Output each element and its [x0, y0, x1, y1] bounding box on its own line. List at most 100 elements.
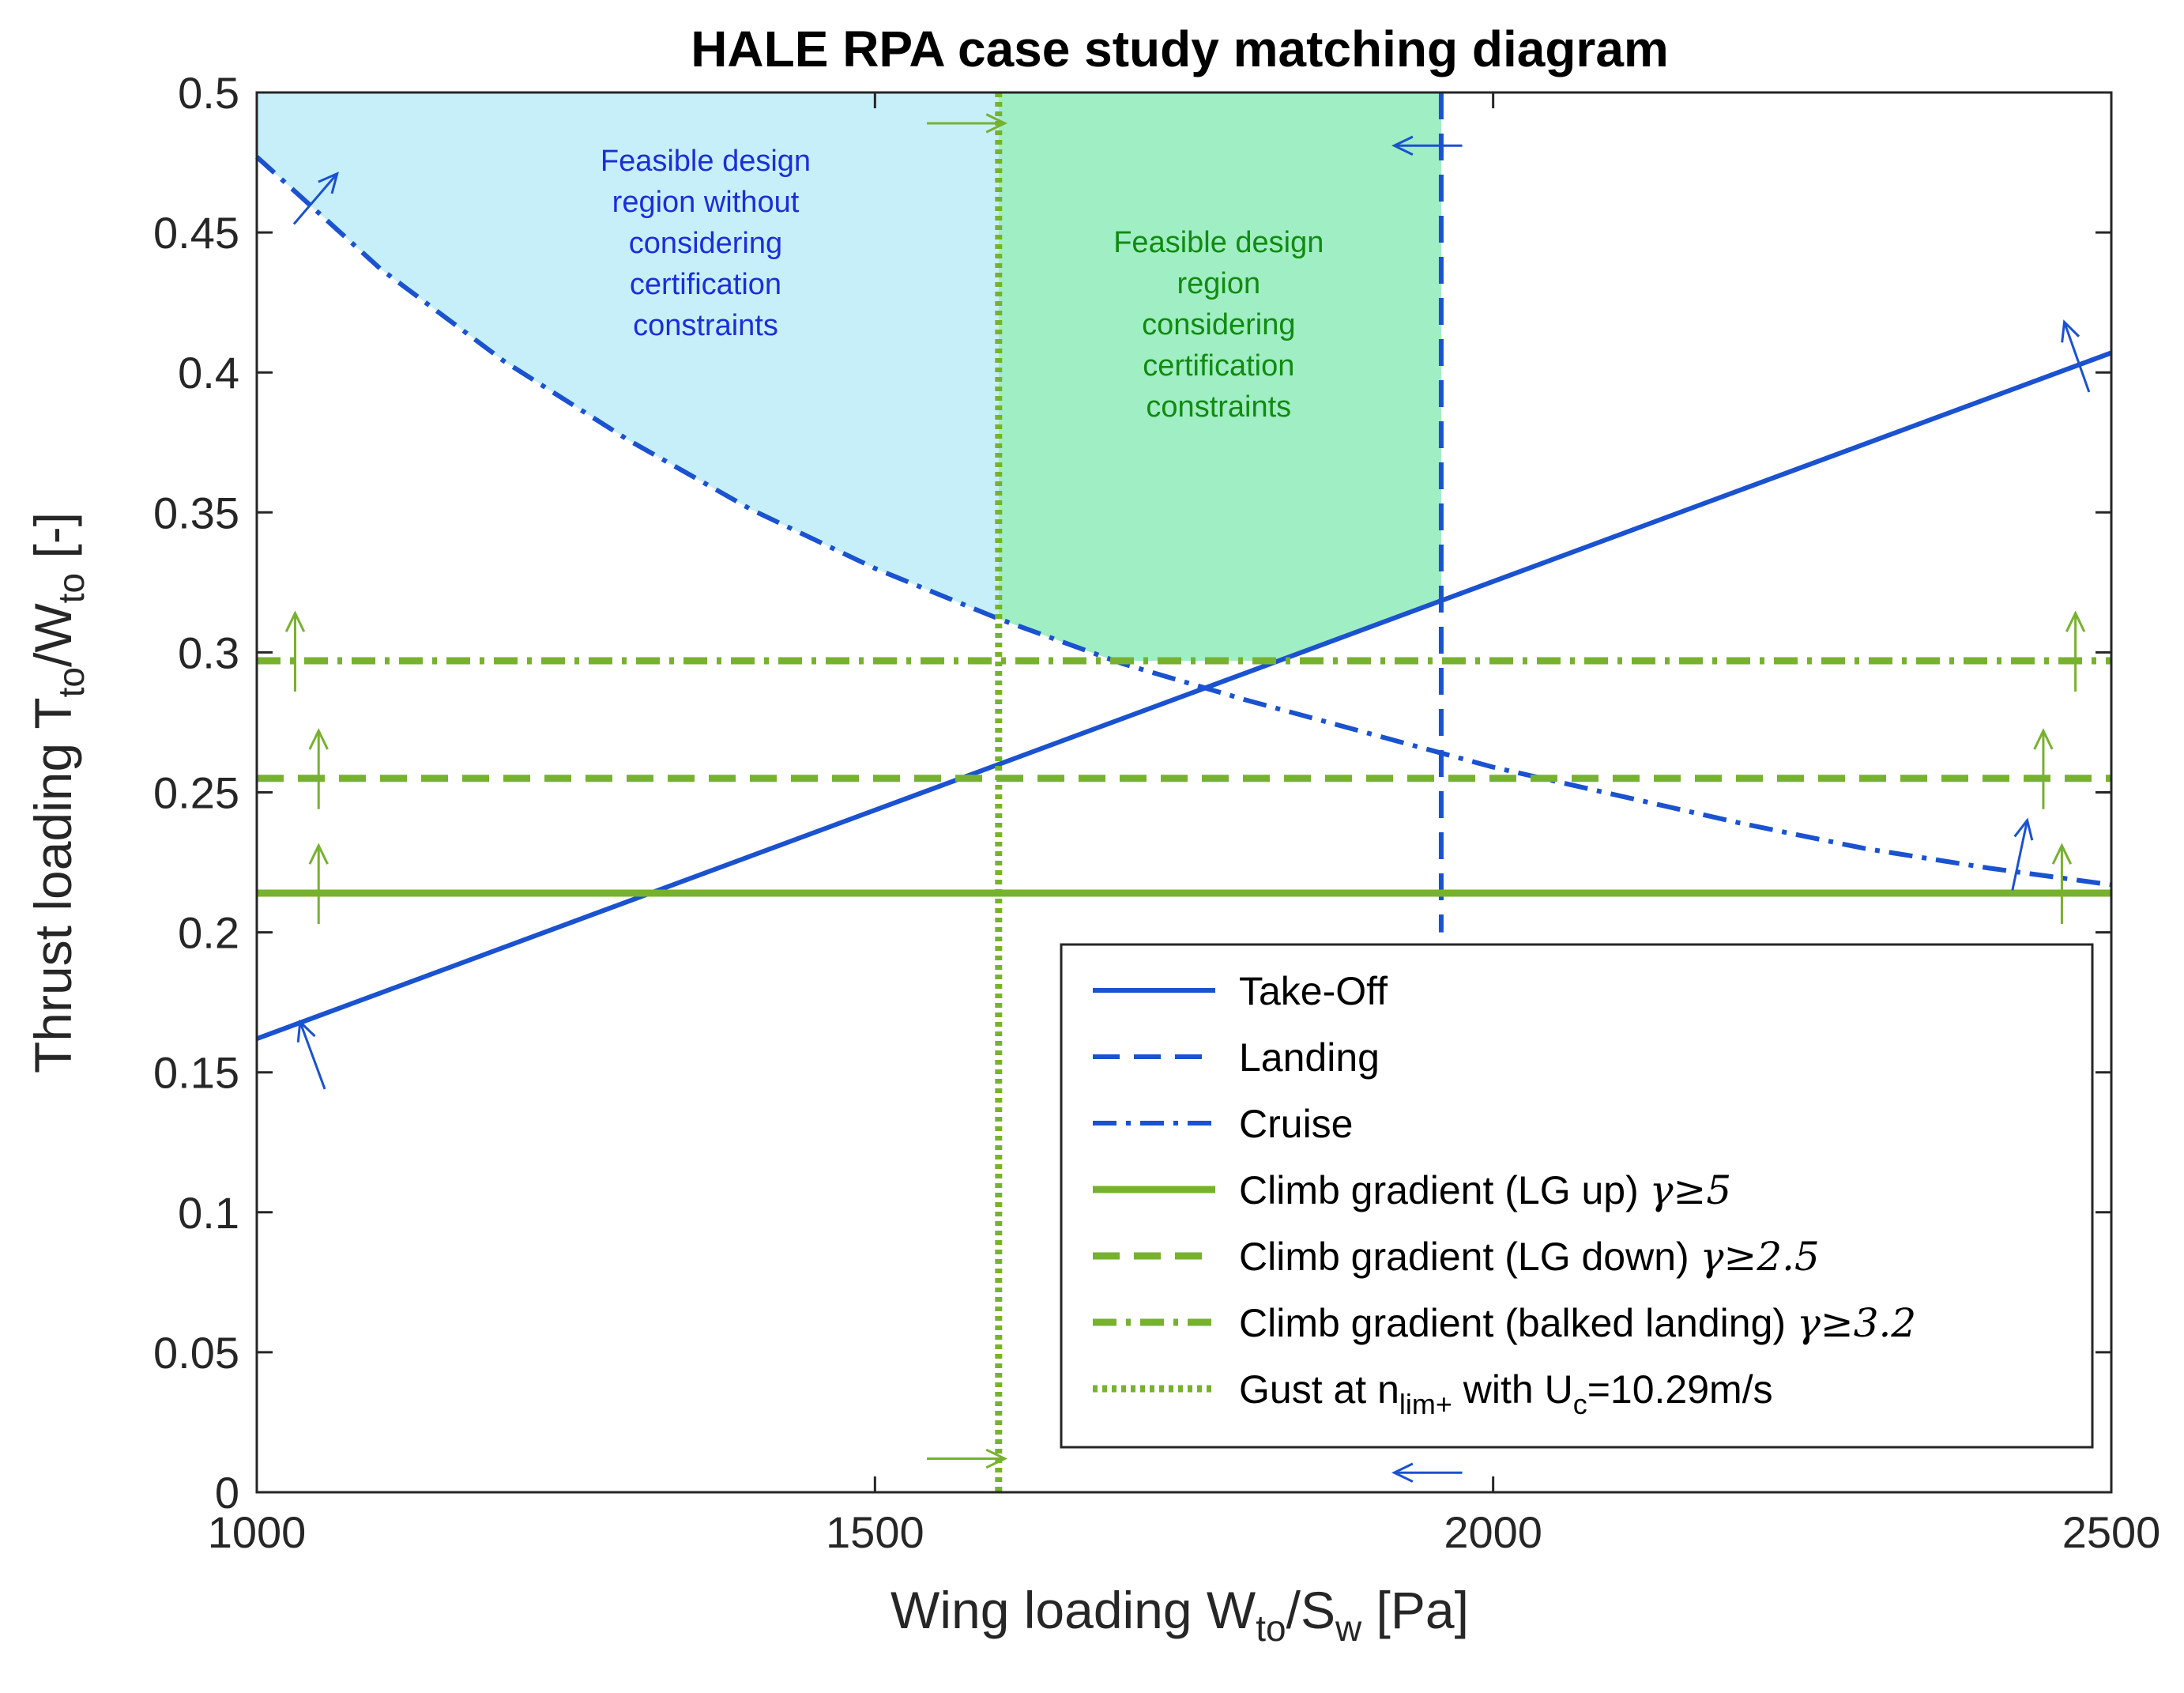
region-no-cert-label-line-2: considering [629, 227, 782, 260]
region-cert-label-line-2: considering [1142, 308, 1295, 341]
y-axis-label-sub1: to [51, 667, 92, 697]
arrow-cruise-right-head [2013, 817, 2034, 841]
arrow-climb-5-head [2051, 843, 2073, 865]
legend: Take-Off Landing Cruise Climb gradient (LG … [1060, 943, 2094, 1449]
takeoff-line [255, 350, 2113, 1042]
arrow-takeoff-right-head [2061, 319, 2080, 343]
legend-label-climb_balked: Climb gradient (balked landing) γ≥3.2 [1239, 1300, 1916, 1346]
region-no-cert-label-line-4: constraints [633, 309, 778, 342]
legend-label-landing-name: Landing [1239, 1035, 1380, 1080]
legend-label-gust: Gust at nlim+ with Uc=10.29m/s [1239, 1367, 1773, 1420]
region-no-cert-label-line-1: region without [612, 186, 800, 219]
legend-label-climb_up: Climb gradient (LG up) γ≥5 [1239, 1167, 1731, 1213]
arrow-landing-bottom [1391, 1462, 1463, 1483]
arrow-cruise-left-head [318, 172, 339, 194]
x-axis-label: Wing loading Wto/Sw [Pa] [891, 1581, 1469, 1649]
arrow-climb-1-head [2065, 610, 2086, 632]
region-no-cert-label-line-0: Feasible design [601, 145, 811, 178]
arrow-climb-1 [2065, 610, 2086, 692]
y-axis-label-main: Thrust loading T [24, 697, 82, 1073]
arrow-landing-top-head [1391, 135, 1414, 156]
arrow-takeoff-right-shaft [2063, 321, 2091, 393]
legend-label-climb_down: Climb gradient (LG down) γ≥2.5 [1239, 1234, 1820, 1280]
y-tick-label-7: 0.35 [153, 488, 239, 537]
y-tick-label-5: 0.25 [153, 768, 239, 818]
x-axis-label-tail: [Pa] [1361, 1581, 1469, 1639]
legend-label-climb_down-name: Climb gradient (LG down) [1239, 1235, 1700, 1279]
legend-label-gust-tail2: =10.29m/s [1587, 1367, 1773, 1412]
region-no-cert-label: Feasible design region without considering… [601, 145, 811, 342]
arrow-cruise-right [2011, 817, 2034, 891]
y-axis-label: Thrust loading Tto/Wto [-] [24, 512, 92, 1073]
arrow-climb-2 [308, 728, 329, 809]
arrow-gust-top [927, 113, 1008, 134]
y-tick-label-9: 0.45 [153, 208, 239, 258]
arrow-climb-3-head [2033, 728, 2054, 750]
y-tick-label-1: 0.05 [153, 1328, 239, 1378]
legend-label-gust-name: Gust at n [1239, 1367, 1399, 1412]
region-no-cert-label-line-3: certification [630, 268, 781, 301]
legend-label-climb_up-gamma: γ≥5 [1650, 1167, 1732, 1213]
y-tick-label-3: 0.15 [153, 1048, 239, 1098]
y-axis-label-tail: [-] [24, 512, 82, 573]
legend-label-climb_balked-name: Climb gradient (balked landing) [1239, 1301, 1797, 1345]
legend-label-landing: Landing [1239, 1035, 1380, 1080]
region-cert-label-line-3: certification [1143, 349, 1294, 383]
arrow-cruise-left-shaft [292, 172, 338, 225]
region-cert-label-line-0: Feasible design [1113, 226, 1324, 259]
axis-ticks: 1000 1500 2000 2500 0 0.05 0.1 0.15 0.2 0.25 0.3 0.… [153, 68, 2160, 1557]
x-tick-label-2: 2000 [1444, 1507, 1542, 1557]
x-tick-label-3: 2500 [2062, 1507, 2161, 1557]
feasibility-arrows [284, 113, 2091, 1483]
legend-box [1060, 943, 2094, 1449]
x-axis-label-sub2: w [1335, 1608, 1362, 1649]
chart-title: HALE RPA case study matching diagram [691, 21, 1669, 77]
arrow-takeoff-left-head [296, 1019, 316, 1043]
arrow-cruise-right-shaft [2011, 820, 2029, 891]
arrow-landing-bottom-head [1391, 1462, 1414, 1483]
region-cert-label-line-1: region [1177, 267, 1260, 300]
arrow-gust-bottom-head [985, 1448, 1008, 1469]
y-axis-label-mid: /W [24, 603, 82, 667]
arrow-takeoff-right [2061, 319, 2091, 393]
legend-label-gust-sub: lim+ [1399, 1388, 1452, 1420]
region-cert-fill [998, 92, 1441, 662]
x-axis-label-sub1: to [1256, 1608, 1286, 1649]
y-tick-label-4: 0.2 [178, 908, 239, 958]
legend-label-climb_up-name: Climb gradient (LG up) [1239, 1168, 1650, 1212]
x-axis-label-mid: /S [1286, 1581, 1335, 1639]
arrow-landing-top [1391, 135, 1463, 156]
legend-label-gust-sub2: c [1573, 1388, 1587, 1420]
legend-label-takeoff: Take-Off [1239, 969, 1388, 1013]
region-cert-label-line-4: constraints [1146, 390, 1291, 424]
arrow-climb-4 [308, 843, 329, 924]
arrow-takeoff-left [296, 1019, 326, 1090]
legend-label-gust-tail: with U [1452, 1367, 1573, 1412]
y-tick-label-6: 0.3 [178, 628, 239, 677]
feasible-regions [257, 92, 1441, 662]
legend-label-takeoff-name: Take-Off [1239, 969, 1388, 1013]
arrow-climb-3 [2033, 728, 2054, 809]
constraint-lines [254, 92, 2113, 1492]
arrow-cruise-left [292, 172, 339, 225]
legend-label-cruise: Cruise [1239, 1102, 1353, 1146]
legend-label-climb_down-gamma: γ≥2.5 [1700, 1234, 1820, 1280]
arrow-climb-0-head [284, 610, 306, 632]
y-axis-label-sub2: to [51, 573, 92, 603]
cruise-line [254, 155, 2112, 888]
arrow-takeoff-left-shaft [299, 1021, 326, 1090]
region-no-cert-fill [257, 92, 999, 619]
y-tick-label-8: 0.4 [178, 348, 239, 398]
legend-label-climb_balked-gamma: γ≥3.2 [1797, 1300, 1916, 1346]
region-annotations: Feasible design region without considering… [601, 145, 1324, 424]
x-tick-label-1: 1500 [826, 1507, 924, 1557]
x-tick-label-0: 1000 [208, 1507, 307, 1557]
arrow-gust-bottom [927, 1448, 1008, 1469]
y-tick-label-10: 0.5 [178, 68, 239, 118]
arrow-climb-5 [2051, 843, 2073, 924]
y-tick-label-2: 0.1 [178, 1188, 239, 1238]
arrow-climb-4-head [308, 843, 329, 865]
region-cert-label: Feasible design region considering certific… [1113, 226, 1324, 424]
y-tick-label-0: 0 [215, 1468, 239, 1518]
